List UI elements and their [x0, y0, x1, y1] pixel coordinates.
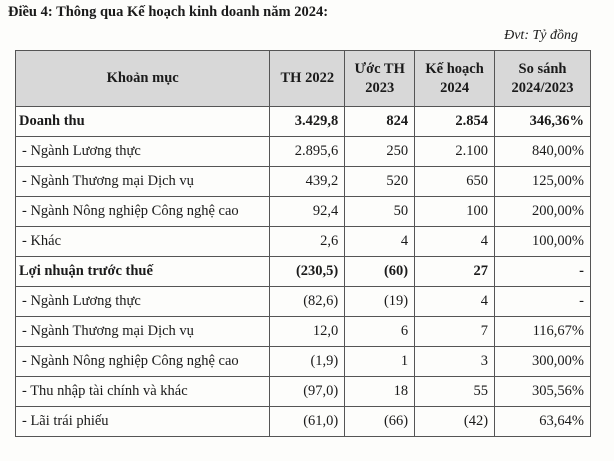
value-cell: 346,36%: [494, 106, 591, 137]
value-cell: 650: [414, 166, 496, 197]
header-cell: Khoản mục: [14, 50, 271, 107]
value-cell: 27: [414, 256, 496, 287]
value-cell: (19): [344, 286, 416, 317]
value-cell: 2,6: [269, 226, 346, 257]
table-row: - Thu nhập tài chính và khác (97,0) 18 55 30…: [14, 376, 591, 407]
header-text: Ước TH: [354, 60, 405, 77]
plan-table: Khoản mục TH 2022 Ước TH 2023 Kế hoạch 2024 So…: [14, 50, 591, 437]
value-cell: 2.100: [414, 136, 496, 167]
header-text: Khoản mục: [106, 70, 179, 86]
value-cell: (66): [344, 406, 416, 437]
value-cell: (61,0): [269, 406, 346, 437]
item-cell: - Ngành Thương mại Dịch vụ: [14, 166, 271, 197]
table-row: Doanh thu 3.429,8 824 2.854 346,36%: [14, 106, 591, 137]
table-row: - Ngành Nông nghiệp Công nghệ cao (1,9) 1 3…: [14, 346, 591, 377]
item-cell: - Ngành Thương mại Dịch vụ: [14, 316, 271, 347]
item-cell: - Ngành Nông nghiệp Công nghệ cao: [14, 196, 271, 227]
title: Điều 4: Thông qua Kế hoạch kinh doanh nă…: [8, 4, 329, 20]
item-cell: - Ngành Nông nghiệp Công nghệ cao: [14, 346, 271, 377]
value-cell: (42): [414, 406, 496, 437]
item-cell: Lợi nhuận trước thuế: [14, 256, 271, 287]
item-cell: - Ngành Lương thực: [14, 136, 271, 167]
table-body: Doanh thu 3.429,8 824 2.854 346,36% - Ngành L…: [14, 106, 591, 437]
value-cell: (60): [344, 256, 416, 287]
value-cell: 7: [414, 316, 496, 347]
table-header: Khoản mục TH 2022 Ước TH 2023 Kế hoạch 2024 So…: [14, 50, 591, 107]
header-text: TH 2022: [280, 70, 335, 86]
value-cell: 3.429,8: [269, 106, 346, 137]
header-text: Kế hoạch: [425, 60, 484, 77]
table-row: - Ngành Thương mại Dịch vụ 439,2 520 650 125…: [14, 166, 591, 197]
value-cell: 840,00%: [494, 136, 591, 167]
value-cell: (230,5): [269, 256, 346, 287]
header-cell: So sánh 2024/2023: [494, 50, 591, 107]
value-cell: 1: [344, 346, 416, 377]
header-text: 2024: [440, 79, 470, 96]
value-cell: (1,9): [269, 346, 346, 377]
table-row: - Lãi trái phiếu (61,0) (66) (42) 63,64%: [14, 406, 591, 437]
item-cell: - Thu nhập tài chính và khác: [14, 376, 271, 407]
item-cell: - Lãi trái phiếu: [14, 406, 271, 437]
value-cell: 6: [344, 316, 416, 347]
value-cell: 4: [344, 226, 416, 257]
table-row: - Khác 2,6 4 4 100,00%: [14, 226, 591, 257]
value-cell: 100: [414, 196, 496, 227]
header-text: So sánh: [518, 60, 567, 77]
value-cell: 55: [414, 376, 496, 407]
header-row: Khoản mục TH 2022 Ước TH 2023 Kế hoạch 2024 So…: [14, 50, 591, 107]
header-text: 2024/2023: [511, 79, 574, 96]
header-text: 2023: [365, 79, 395, 96]
value-cell: 520: [344, 166, 416, 197]
table-row: - Ngành Lương thực 2.895,6 250 2.100 840,00%: [14, 136, 591, 167]
value-cell: 2.854: [414, 106, 496, 137]
value-cell: -: [494, 256, 591, 287]
table-row: - Ngành Nông nghiệp Công nghệ cao 92,4 50 1…: [14, 196, 591, 227]
value-cell: 2.895,6: [269, 136, 346, 167]
value-cell: 305,56%: [494, 376, 591, 407]
value-cell: 50: [344, 196, 416, 227]
value-cell: 100,00%: [494, 226, 591, 257]
table-row: - Ngành Thương mại Dịch vụ 12,0 6 7 116,67%: [14, 316, 591, 347]
value-cell: 250: [344, 136, 416, 167]
value-cell: 116,67%: [494, 316, 591, 347]
value-cell: 92,4: [269, 196, 346, 227]
value-cell: 125,00%: [494, 166, 591, 197]
header-cell: TH 2022: [269, 50, 346, 107]
item-cell: Doanh thu: [14, 106, 271, 137]
value-cell: (82,6): [269, 286, 346, 317]
value-cell: 824: [344, 106, 416, 137]
value-cell: (97,0): [269, 376, 346, 407]
value-cell: 4: [414, 286, 496, 317]
item-cell: - Khác: [14, 226, 271, 257]
value-cell: 3: [414, 346, 496, 377]
value-cell: 63,64%: [494, 406, 591, 437]
value-cell: 200,00%: [494, 196, 591, 227]
table-row: - Ngành Lương thực (82,6) (19) 4-: [14, 286, 591, 317]
value-cell: 300,00%: [494, 346, 591, 377]
unit-note: Đvt: Tỷ đồng: [504, 28, 578, 43]
value-cell: -: [494, 286, 591, 317]
value-cell: 18: [344, 376, 416, 407]
value-cell: 4: [414, 226, 496, 257]
table-row: Lợi nhuận trước thuế (230,5) (60) 27-: [14, 256, 591, 287]
header-cell: Kế hoạch 2024: [414, 50, 496, 107]
value-cell: 12,0: [269, 316, 346, 347]
header-cell: Ước TH 2023: [344, 50, 416, 107]
item-cell: - Ngành Lương thực: [14, 286, 271, 317]
value-cell: 439,2: [269, 166, 346, 197]
